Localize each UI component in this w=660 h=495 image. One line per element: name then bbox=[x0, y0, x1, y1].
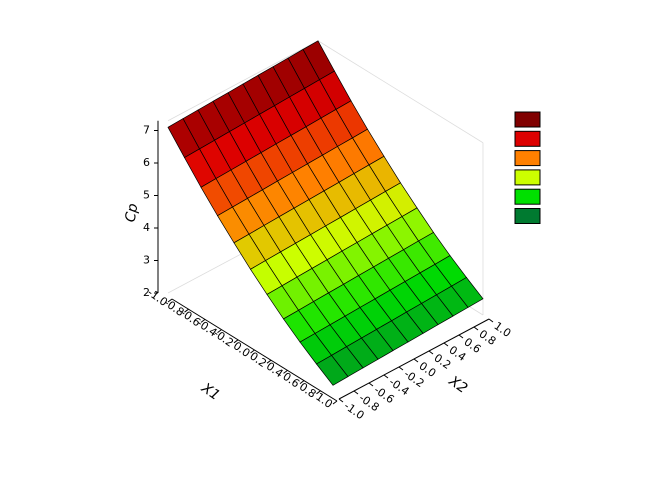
x2-tick bbox=[428, 350, 434, 355]
x2-tick bbox=[383, 374, 389, 379]
x2-tick bbox=[338, 398, 344, 403]
x1-tick bbox=[184, 308, 189, 313]
x1-tick bbox=[233, 339, 239, 344]
legend-swatch bbox=[514, 208, 541, 224]
x1-tick bbox=[299, 380, 305, 385]
x2-tick bbox=[488, 318, 494, 323]
z-tick-label: 3 bbox=[143, 254, 150, 267]
surface-cell bbox=[315, 354, 349, 386]
x2-tick bbox=[368, 382, 374, 387]
x2-tick bbox=[473, 326, 479, 331]
z-tick-label: 4 bbox=[143, 221, 150, 234]
legend-swatch bbox=[514, 169, 541, 186]
x1-tick bbox=[217, 329, 222, 334]
x2-tick bbox=[413, 358, 419, 363]
x2-tick bbox=[353, 390, 359, 395]
z-tick-label: 7 bbox=[143, 124, 150, 137]
z-tick-label: 6 bbox=[143, 156, 150, 169]
x2-tick bbox=[443, 342, 449, 347]
z-axis-title: Cp bbox=[123, 202, 142, 223]
x1-tick bbox=[266, 359, 272, 364]
x1-tick bbox=[316, 390, 321, 395]
box-edge bbox=[317, 40, 484, 144]
legend bbox=[514, 111, 541, 224]
legend-swatch bbox=[514, 111, 541, 128]
x2-tick bbox=[458, 334, 464, 339]
box-edge bbox=[167, 40, 319, 122]
x1-axis-title: X1 bbox=[198, 380, 223, 404]
x1-tick bbox=[283, 369, 288, 374]
x2-axis-title: X2 bbox=[445, 373, 470, 397]
legend-swatch bbox=[514, 188, 541, 205]
legend-swatch bbox=[514, 130, 541, 147]
x1-tick bbox=[250, 349, 255, 354]
x2-tick bbox=[398, 366, 404, 371]
x1-tick bbox=[167, 298, 173, 303]
surface bbox=[167, 40, 484, 386]
z-tick-label: 5 bbox=[143, 189, 150, 202]
z-tick-label: 2 bbox=[143, 286, 150, 299]
legend-swatch bbox=[514, 150, 541, 167]
x1-tick bbox=[200, 318, 206, 323]
x1-tick bbox=[332, 400, 338, 405]
